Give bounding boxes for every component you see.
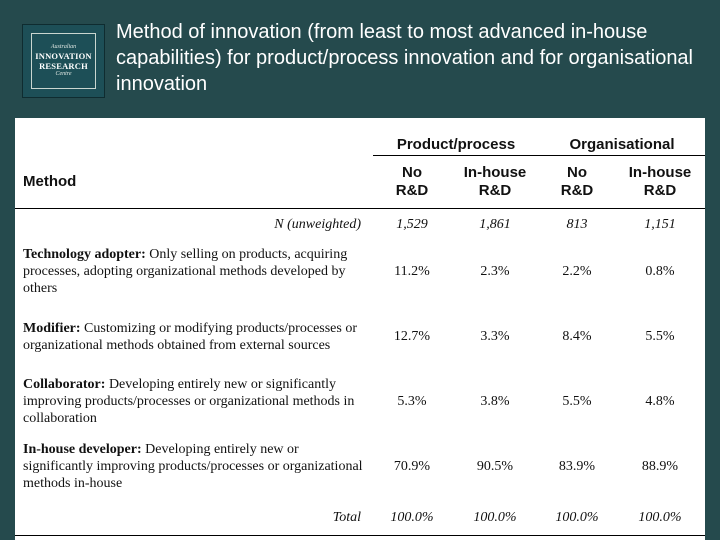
table-row-modifier: Modifier: Customizing or modifying produ… [15, 304, 705, 369]
group-header-organisational: Organisational [539, 118, 705, 156]
total-row: Total 100.0% 100.0% 100.0% 100.0% [15, 499, 705, 536]
col-header-line: No [567, 164, 587, 181]
table-cell: 100.0% [373, 499, 451, 536]
table-cell: 8.4% [562, 329, 592, 344]
logo-line-1: Australian [50, 44, 77, 50]
col-header-line: R&D [643, 182, 677, 199]
row-description: Technology adopter: Only selling on prod… [15, 239, 373, 304]
table-cell: 3.8% [480, 394, 510, 409]
col-header-line: R&D [395, 182, 429, 199]
row-method-name: In-house developer: [23, 442, 142, 457]
table-cell: 4.8% [645, 394, 675, 409]
row-method-name: Modifier: [23, 320, 81, 336]
col-header-line: In-house [463, 164, 527, 181]
table-cell: 100.0% [451, 499, 539, 536]
table-cell: 2.3% [480, 264, 510, 279]
row-description: Collaborator: Developing entirely new or… [15, 369, 373, 434]
table-cell: 83.9% [558, 459, 596, 474]
row-method-desc: Only selling on products, acquiring proc… [23, 247, 348, 296]
logo-line-2: INNOVATION [35, 51, 92, 61]
logo-line-4: Centre [55, 71, 72, 77]
n-label: N (unweighted) [274, 216, 361, 232]
table-cell: 813 [566, 216, 588, 232]
logo-frame: Australian INNOVATION RESEARCH Centre [31, 33, 96, 89]
row-description: Modifier: Customizing or modifying produ… [15, 304, 373, 369]
col-header-line: R&D [560, 182, 594, 199]
table-row-inhouse-developer: In-house developer: Developing entirely … [15, 434, 705, 499]
col-header-org-inhouse-rd: In-house R&D [615, 155, 705, 209]
col-header-line: In-house [628, 164, 692, 181]
n-unweighted-row: N (unweighted) 1,529 1,861 813 1,151 [15, 209, 705, 240]
row-description: In-house developer: Developing entirely … [15, 434, 373, 499]
col-header-line: R&D [478, 182, 512, 199]
col-header-line: No [402, 164, 422, 181]
table-cell: 3.3% [480, 329, 510, 344]
table-cell: 88.9% [641, 459, 679, 474]
method-header: Method [15, 155, 373, 209]
col-header-pp-no-rd: No R&D [373, 155, 451, 209]
table-cell: 5.3% [397, 394, 427, 409]
table-panel: Product/process Organisational Method No… [15, 118, 705, 540]
row-method-name: Technology adopter: [23, 247, 146, 262]
table-cell: 5.5% [645, 329, 675, 344]
table-row-collaborator: Collaborator: Developing entirely new or… [15, 369, 705, 434]
total-label: Total [15, 499, 373, 536]
slide-title: Method of innovation (from least to most… [116, 21, 694, 95]
row-method-desc: Developing entirely new or significantly… [23, 377, 355, 426]
table-row-technology-adopter: Technology adopter: Only selling on prod… [15, 239, 705, 304]
table-cell: 5.5% [562, 394, 592, 409]
table-cell: 100.0% [539, 499, 615, 536]
col-header-pp-inhouse-rd: In-house R&D [451, 155, 539, 209]
table-cell: 1,529 [396, 216, 428, 232]
row-method-desc: Developing entirely new or significantly… [23, 442, 363, 491]
table-cell: 12.7% [393, 329, 431, 344]
table-cell: 1,151 [644, 216, 676, 232]
table-cell: 0.8% [645, 264, 675, 279]
table-cell: 2.2% [562, 264, 592, 279]
row-method-desc: Customizing or modifying products/proces… [23, 320, 357, 353]
table-cell: 11.2% [394, 264, 430, 279]
column-header-row: Method No R&D In-house R&D No R&D In-house R… [15, 155, 705, 209]
table-cell: 100.0% [615, 499, 705, 536]
group-header-product-process: Product/process [373, 118, 539, 156]
arc-logo: Australian INNOVATION RESEARCH Centre [22, 24, 105, 98]
row-method-name: Collaborator: [23, 377, 106, 392]
table-cell: 90.5% [476, 459, 514, 474]
col-header-org-no-rd: No R&D [539, 155, 615, 209]
innovation-method-table: Product/process Organisational Method No… [15, 118, 705, 536]
table-cell: 70.9% [393, 459, 431, 474]
logo-line-3: RESEARCH [39, 61, 88, 71]
table-cell: 1,861 [479, 216, 511, 232]
group-header-row: Product/process Organisational [15, 118, 705, 156]
group-header-spacer [15, 118, 373, 156]
